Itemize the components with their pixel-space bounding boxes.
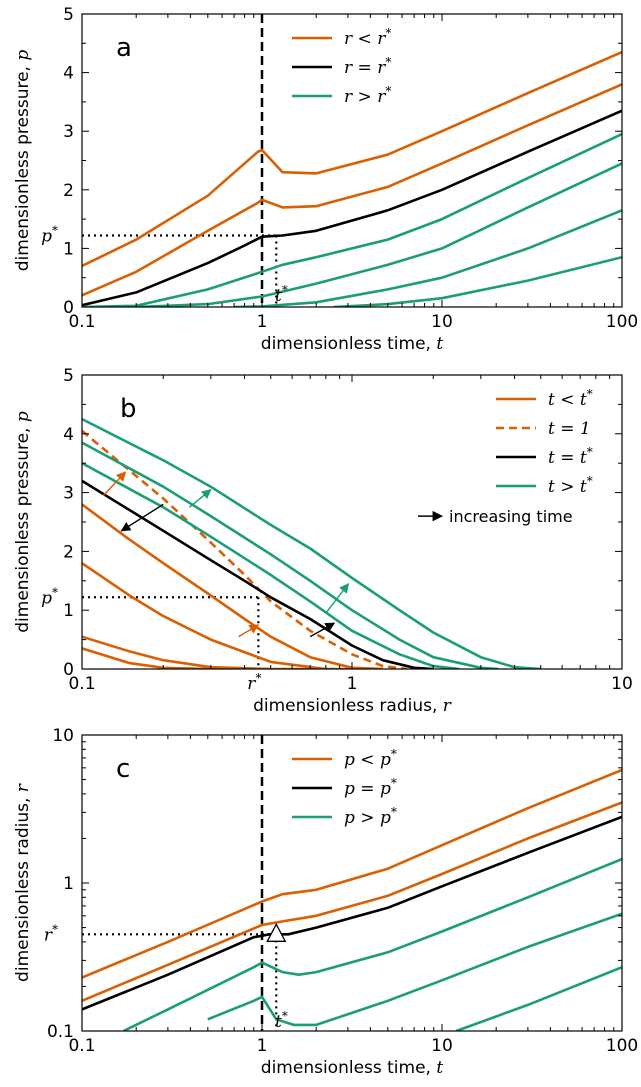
y-tick-label: 1 (63, 239, 74, 259)
legend-entry: t < t* (548, 387, 593, 410)
x-axis: 0.1 1 10 100 (68, 14, 638, 332)
panel-a: 0.1 1 10 100 0 1 2 3 4 5 dimensionless time, t dime… (13, 5, 638, 354)
y-tick-label: 10 (52, 726, 74, 746)
legend-entry: r = r* (344, 55, 391, 78)
x-tick-label: 10 (431, 1036, 453, 1056)
y-tick-label: 3 (63, 122, 74, 142)
x-tick-label: 1 (257, 312, 268, 332)
series-group (82, 417, 541, 669)
panel-label: c (116, 754, 130, 784)
x-ref-label: r* (247, 671, 261, 694)
legend-entry: t = t* (548, 445, 593, 468)
series-line-black-5 (82, 479, 434, 669)
curve-arrow-orange (102, 471, 127, 497)
y-tick-label: 1 (63, 874, 74, 894)
legend-entry: t > t* (548, 474, 593, 497)
legend: t < t* t = 1 t = t* t > t* (496, 387, 593, 497)
series-line-orange-3 (82, 503, 383, 669)
y-tick-label: 3 (63, 484, 74, 504)
series-line-orange-4 (82, 429, 408, 669)
x-tick-label: 1 (257, 1036, 268, 1056)
x-axis: 0.1 1 10 100 (68, 735, 638, 1056)
x-axis: 0.1 1 10 (68, 375, 633, 694)
series-line-green-6 (82, 462, 460, 669)
legend: p < p* p = p* p > p* (292, 747, 397, 828)
legend-entry: p > p* (344, 805, 397, 828)
curve-arrow-black (120, 503, 164, 532)
y-tick-label: 5 (63, 366, 74, 386)
curve-arrow-black (309, 622, 336, 638)
reference-lines (82, 14, 278, 307)
y-ref-label: p* (41, 224, 58, 247)
y-tick-label: 1 (63, 601, 74, 621)
y-axis: 0 1 2 3 4 5 (63, 366, 622, 680)
y-axis: 0 1 2 3 4 5 (63, 5, 622, 318)
x-tick-label: 0.1 (68, 312, 95, 332)
x-axis-label: dimensionless time, t (261, 1058, 444, 1078)
series-line-orange-1 (82, 635, 311, 669)
y-ref-label: r* (44, 922, 58, 945)
legend-entry: p = p* (344, 776, 397, 799)
legend-entry: r < r* (344, 26, 391, 49)
series-line-orange-2 (82, 562, 352, 669)
x-tick-label: 100 (606, 312, 638, 332)
y-tick-label: 2 (63, 181, 74, 201)
series-line-orange-0 (82, 768, 622, 979)
y-tick-label: 4 (63, 64, 74, 84)
y-axis: 0.1 1 10 (47, 726, 622, 1042)
y-tick-label: 0 (63, 298, 74, 318)
x-tick-label: 1 (347, 674, 358, 694)
legend-entry: r > r* (344, 84, 391, 107)
y-ref-label: p* (41, 585, 58, 608)
series-line-black-2 (82, 109, 622, 307)
x-tick-label: 10 (431, 312, 453, 332)
series-line-orange-1 (82, 83, 622, 297)
time-arrows: increasing time (102, 471, 573, 638)
x-tick-label: 100 (606, 1036, 638, 1056)
y-tick-label: 2 (63, 542, 74, 562)
curve-arrow-orange (238, 624, 260, 638)
y-tick-label: 0 (63, 660, 74, 680)
x-ref-label: t* (275, 1009, 288, 1032)
series-line-green-4 (136, 162, 622, 307)
series-line-green-3 (122, 857, 622, 1031)
series-line-orange-1 (82, 801, 622, 1002)
curve-arrow-green (325, 582, 350, 614)
curve-arrow-green (188, 489, 212, 508)
y-axis-label: dimensionless pressure, p (13, 50, 33, 272)
x-tick-label: 0.1 (68, 674, 95, 694)
series-line-black-2 (82, 815, 622, 1011)
x-axis-label: dimensionless radius, r (253, 696, 452, 716)
series-line-orange-0 (82, 50, 622, 268)
series-line-green-7 (82, 441, 499, 669)
triangle-marker-icon (266, 922, 287, 942)
y-tick-label: 0.1 (47, 1022, 74, 1042)
y-tick-label: 5 (63, 5, 74, 25)
annotation-text: increasing time (449, 507, 573, 526)
legend-entry: t = 1 (548, 419, 591, 439)
series-line-green-5 (455, 965, 622, 1031)
series-group (82, 768, 622, 1031)
panel-label: b (120, 394, 137, 424)
x-axis-label: dimensionless time, t (261, 334, 444, 354)
panel-label: a (116, 33, 132, 63)
series-line-green-3 (82, 132, 622, 307)
legend-entry: p < p* (344, 747, 397, 770)
y-tick-label: 4 (63, 425, 74, 445)
y-axis-label: dimensionless pressure, p (13, 411, 33, 633)
x-tick-label: 10 (611, 674, 633, 694)
x-ref-label: t* (275, 283, 288, 306)
reference-lines (82, 735, 278, 1031)
series-line-green-4 (207, 912, 622, 1027)
series-group (82, 50, 622, 307)
legend: r < r* r = r* r > r* (292, 26, 391, 107)
series-line-green-8 (82, 417, 541, 669)
series-line-green-6 (333, 255, 622, 307)
panel-b: 0.1 1 10 0 1 2 3 4 5 dimensionless radius, r dimen… (13, 366, 633, 716)
reference-lines (82, 596, 260, 669)
y-axis-label: dimensionless radius, r (13, 783, 33, 982)
x-tick-label: 0.1 (68, 1036, 95, 1056)
